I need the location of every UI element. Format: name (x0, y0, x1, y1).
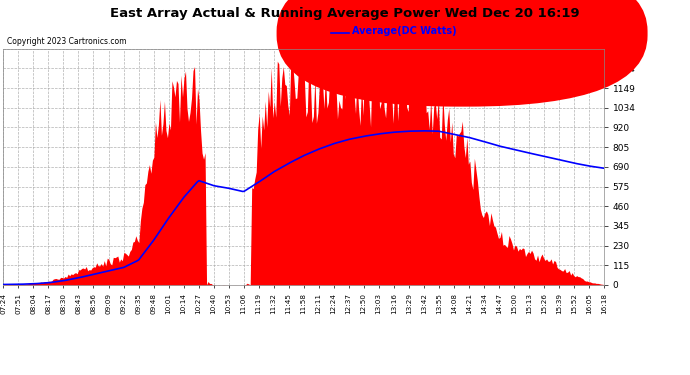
Text: East Array(DC Watts): East Array(DC Watts) (472, 26, 588, 36)
Text: Average(DC Watts): Average(DC Watts) (352, 26, 456, 36)
Text: East Array Actual & Running Average Power Wed Dec 20 16:19: East Array Actual & Running Average Powe… (110, 8, 580, 21)
FancyBboxPatch shape (277, 0, 648, 106)
Text: Copyright 2023 Cartronics.com: Copyright 2023 Cartronics.com (7, 38, 126, 46)
